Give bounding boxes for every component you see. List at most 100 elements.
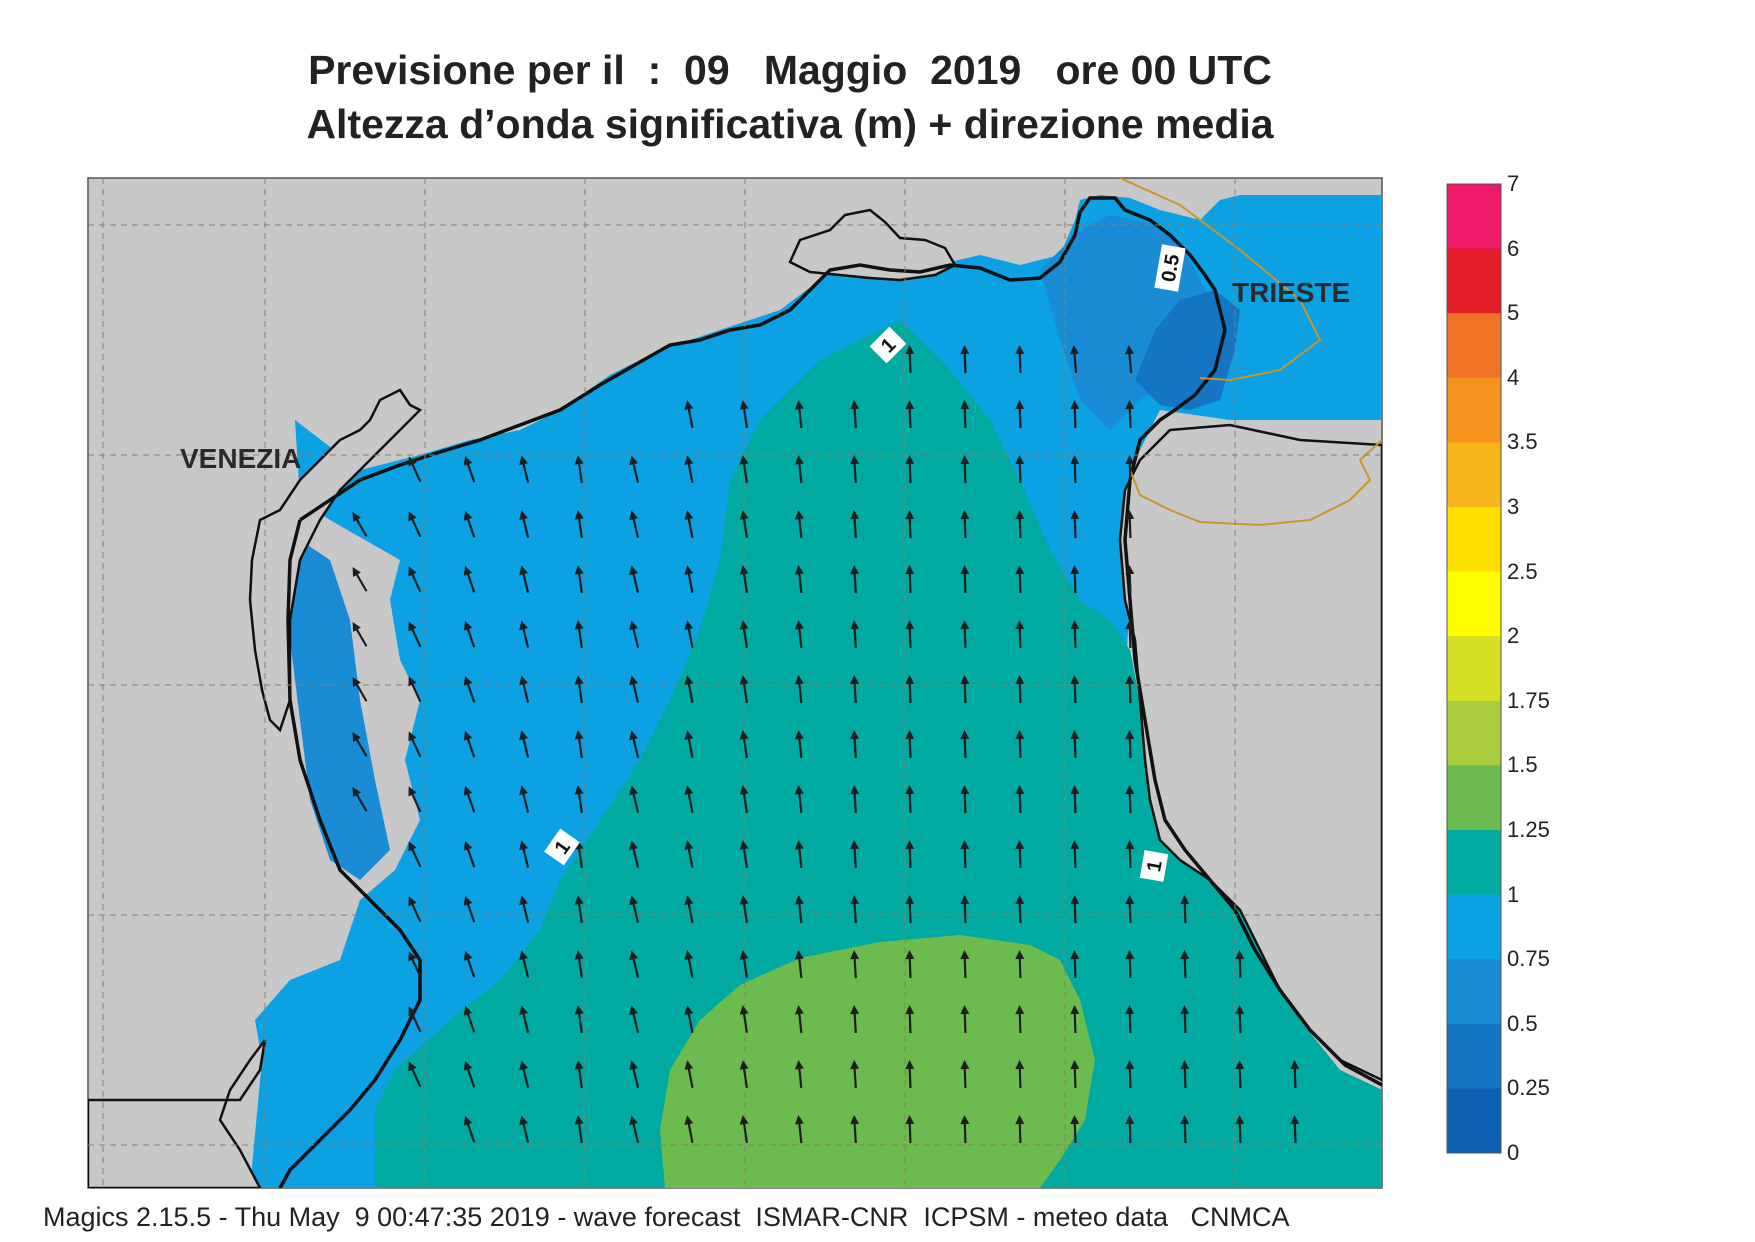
direction-arrow [408,841,422,868]
city-label-venezia: VENEZIA [180,443,301,474]
legend-swatch [1447,894,1501,960]
direction-arrow [408,566,422,593]
direction-arrow [352,512,368,537]
direction-arrow [408,1006,422,1033]
direction-arrow [574,1005,584,1034]
direction-arrow [629,1060,640,1088]
direction-arrow [960,895,970,924]
direction-arrow [794,620,804,649]
direction-arrow [960,950,970,979]
sea-band-1.25 [660,935,1095,1188]
footer-credits: Magics 2.15.5 - Thu May 9 00:47:35 2019 … [43,1202,1290,1232]
direction-arrow [1070,1115,1080,1144]
direction-arrow [519,730,530,758]
direction-arrow [739,455,749,484]
legend-swatch [1447,184,1501,250]
contour-label-1-west: 1 [544,828,580,866]
legend-label: 1.5 [1507,752,1538,778]
direction-arrow [408,511,422,538]
direction-arrow [1070,400,1080,429]
direction-arrow [960,345,970,374]
direction-arrow [905,455,915,484]
direction-arrow [850,730,860,759]
direction-arrow [574,675,584,704]
direction-arrow [684,565,694,593]
direction-arrow [352,567,368,592]
direction-arrow [629,730,640,758]
direction-arrow [1235,1005,1245,1034]
direction-arrow [1070,455,1080,484]
direction-arrow [794,950,804,979]
direction-arrow [1125,840,1135,869]
direction-arrow [1015,840,1025,869]
direction-arrow [1180,895,1190,924]
direction-arrow [684,1005,694,1033]
direction-arrow [1125,675,1135,704]
direction-arrow [463,1005,476,1033]
direction-arrow [1070,730,1080,759]
direction-arrow [574,1115,584,1144]
direction-arrow [905,565,915,594]
direction-arrow [905,840,915,869]
direction-arrow [629,565,640,593]
direction-arrow [1125,455,1135,484]
direction-arrow [519,565,530,593]
direction-arrow [1070,950,1080,979]
direction-arrow [960,840,970,869]
graticule [88,178,1382,1188]
direction-arrow [850,1115,860,1144]
direction-arrow [1015,400,1025,429]
direction-arrow [960,510,970,539]
direction-arrow [519,1005,530,1033]
direction-arrow [739,895,749,924]
direction-arrow [519,620,530,648]
direction-arrow [1015,730,1025,759]
direction-arrow [1180,950,1190,979]
legend-swatch [1447,377,1501,443]
legend-swatch [1447,830,1501,896]
direction-arrow [794,785,804,814]
direction-arrow [574,895,584,924]
legend-swatch [1447,248,1501,314]
direction-arrow [352,677,368,702]
direction-arrow [1180,1115,1190,1144]
direction-arrow [408,456,422,483]
direction-arrow [684,455,694,483]
direction-arrow [960,1005,970,1034]
direction-arrow [408,621,422,648]
direction-arrow [408,896,422,923]
legend-swatch [1447,442,1501,508]
land-po-delta [88,1039,267,1188]
direction-arrow [629,1115,640,1143]
direction-arrow [519,675,530,703]
direction-arrow [463,1115,476,1143]
direction-arrow [794,400,804,429]
direction-arrow [629,950,640,978]
border-line [1119,178,1382,527]
direction-arrow [629,1005,640,1033]
direction-arrow [1070,510,1080,539]
direction-arrow [1070,675,1080,704]
direction-arrow [905,345,915,374]
direction-arrow [463,510,476,538]
direction-arrow [1015,1060,1025,1089]
direction-arrow [519,510,530,538]
direction-arrow [1015,565,1025,594]
direction-arrow [463,950,476,978]
legend-swatch [1447,959,1501,1025]
direction-arrow [1070,1060,1080,1089]
direction-arrow [794,510,804,539]
legend-label: 5 [1507,300,1520,326]
direction-arrow [574,950,584,979]
sea-patch-0.25 [1135,290,1240,410]
direction-arrow [519,840,530,868]
direction-arrow [408,951,422,978]
direction-arrow [1290,1115,1300,1144]
legend-swatch [1447,765,1501,831]
direction-arrow [629,675,640,703]
direction-arrow [1015,675,1025,704]
legend-label: 3 [1507,494,1520,519]
direction-arrow [574,565,584,594]
legend-label: 0.75 [1507,946,1550,972]
